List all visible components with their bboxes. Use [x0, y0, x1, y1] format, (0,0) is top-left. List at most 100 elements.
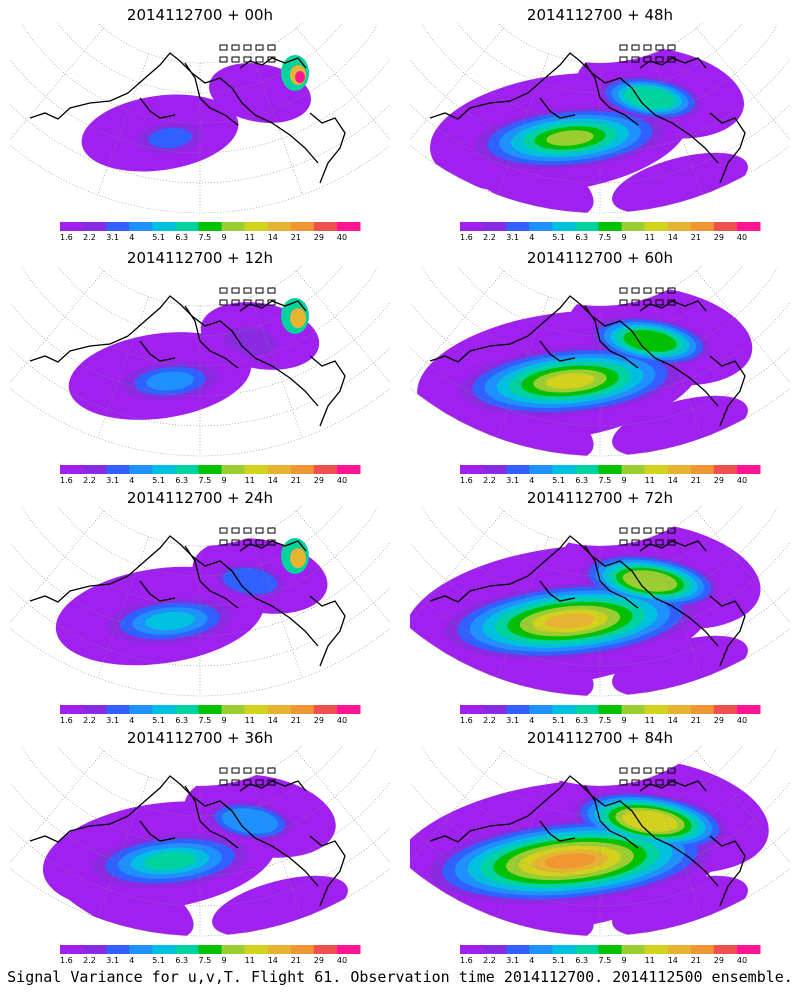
colorbar-label: 7.5	[599, 476, 612, 485]
colorbar-swatch	[483, 705, 507, 714]
colorbar: 1.6 2.2 3.1 4 5.1 6.3 7.5 9 11 14 21 29 40	[60, 465, 361, 485]
graticule	[410, 23, 790, 213]
island	[231, 779, 240, 786]
colorbar-label: 3.1	[106, 476, 119, 485]
colorbar-label: 2.2	[83, 956, 96, 965]
island	[243, 44, 252, 51]
colorbar-label: 40	[737, 233, 747, 242]
island	[631, 287, 640, 294]
island	[231, 299, 240, 306]
colorbar-label: 14	[268, 476, 278, 485]
graticule	[410, 266, 790, 456]
coastline	[29, 44, 346, 184]
colorbar-swatch	[313, 222, 338, 231]
colorbar-label: 14	[268, 716, 278, 725]
colorbar-swatch	[152, 222, 176, 231]
colorbar-swatch	[152, 465, 176, 474]
colorbar-label: 1.6	[60, 476, 73, 485]
colorbar-swatch	[221, 705, 246, 714]
colorbar-swatch	[713, 705, 738, 714]
colorbar-swatch	[175, 222, 199, 231]
colorbar-label: 7.5	[599, 716, 612, 725]
colorbar-label: 5.1	[552, 956, 565, 965]
variance-contour	[544, 853, 596, 869]
colorbar-label: 3.1	[506, 233, 519, 242]
colorbar-swatch	[106, 945, 130, 954]
colorbar-label: 3.1	[106, 233, 119, 242]
island	[667, 44, 676, 51]
colorbar-swatch	[575, 705, 599, 714]
colorbar-label: 9	[222, 476, 227, 485]
island	[231, 44, 240, 51]
island	[267, 44, 276, 51]
variance-map	[410, 266, 790, 457]
colorbar-label: 40	[337, 476, 347, 485]
colorbar-label: 2.2	[83, 716, 96, 725]
island	[643, 44, 652, 51]
colorbar-swatch	[313, 945, 338, 954]
colorbar-label: 11	[245, 716, 255, 725]
colorbar-swatch	[552, 705, 576, 714]
colorbar-label: 1.6	[60, 956, 73, 965]
colorbar-swatch	[598, 465, 623, 474]
colorbar-swatch	[736, 705, 761, 714]
colorbar-label: 11	[645, 716, 655, 725]
colorbar-label: 5.1	[552, 476, 565, 485]
colorbar-label: 5.1	[152, 716, 165, 725]
colorbar-label: 3.1	[506, 716, 519, 725]
colorbar-label: 4	[129, 476, 134, 485]
colorbar-swatch	[129, 222, 153, 231]
colorbar-label: 29	[714, 716, 724, 725]
colorbar-swatch	[667, 222, 692, 231]
variance-contour	[146, 371, 194, 391]
island	[255, 299, 264, 306]
island	[619, 539, 628, 546]
island	[267, 539, 276, 546]
island	[267, 779, 276, 786]
variance-map	[10, 23, 390, 214]
panel-title: 2014112700 + 48h	[526, 6, 674, 24]
variance-contour	[295, 71, 305, 83]
island	[667, 767, 676, 774]
island	[631, 44, 640, 51]
map-panel: 2014112700 + 12h 1.6 2.2 3.1 4 5.1 6.3 7.5 9 11 1…	[10, 248, 390, 488]
panel-title: 2014112700 + 72h	[526, 489, 674, 507]
colorbar-label: 9	[222, 233, 227, 242]
colorbar-label: 4	[529, 476, 534, 485]
colorbar-swatch	[483, 465, 507, 474]
colorbar: 1.6 2.2 3.1 4 5.1 6.3 7.5 9 11 14 21 29 40	[460, 222, 761, 242]
colorbar-label: 1.6	[460, 956, 473, 965]
colorbar-label: 21	[691, 716, 701, 725]
coastline	[29, 527, 346, 667]
colorbar-swatch	[667, 705, 692, 714]
colorbar-swatch	[313, 465, 338, 474]
colorbar-label: 1.6	[460, 476, 473, 485]
colorbar-swatch	[483, 222, 507, 231]
island	[631, 767, 640, 774]
colorbar-swatch	[667, 945, 692, 954]
island	[619, 44, 628, 51]
colorbar-swatch	[244, 705, 269, 714]
colorbar-label: 14	[668, 956, 678, 965]
colorbar-label: 11	[245, 956, 255, 965]
island	[643, 527, 652, 534]
colorbar-swatch	[198, 945, 223, 954]
colorbar-label: 7.5	[199, 233, 212, 242]
colorbar-label: 4	[529, 956, 534, 965]
colorbar-label: 21	[291, 956, 301, 965]
colorbar-label: 6.3	[575, 233, 588, 242]
variance-contour	[624, 87, 676, 109]
island	[619, 527, 628, 534]
colorbar-label: 40	[337, 233, 347, 242]
colorbar-label: 29	[314, 716, 324, 725]
colorbar-swatch	[60, 222, 84, 231]
island	[231, 527, 240, 534]
colorbar-label: 6.3	[575, 716, 588, 725]
colorbar-swatch	[175, 465, 199, 474]
coastline	[29, 767, 346, 907]
island	[631, 539, 640, 546]
island	[255, 44, 264, 51]
variance-contour	[545, 373, 595, 389]
island	[243, 779, 252, 786]
colorbar-swatch	[713, 945, 738, 954]
